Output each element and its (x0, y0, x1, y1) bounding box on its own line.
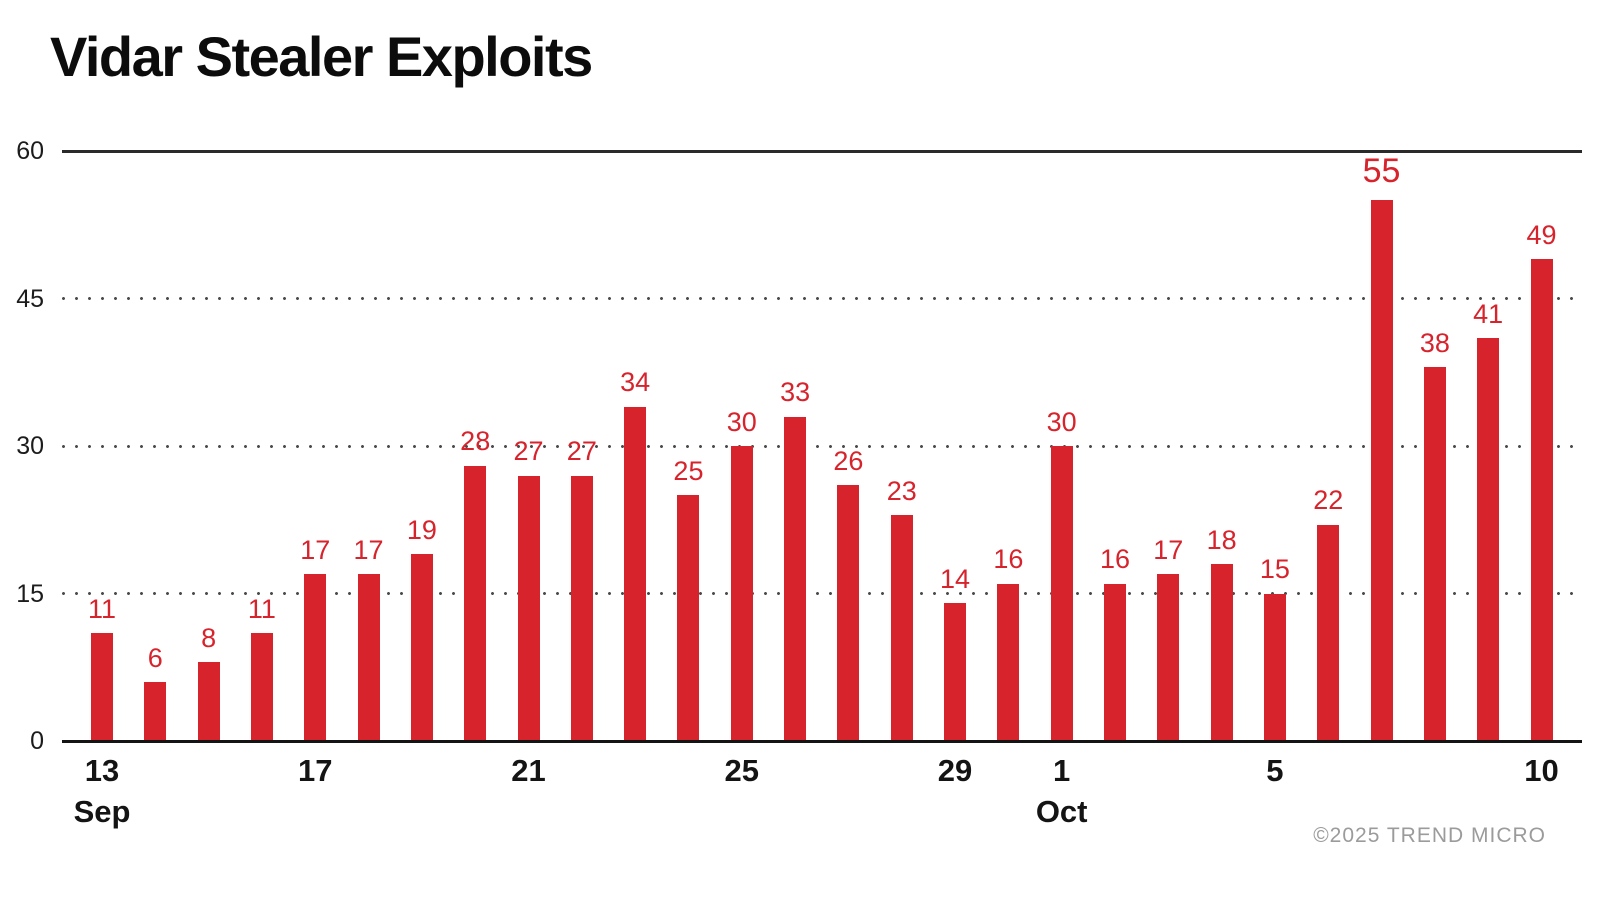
plot-area: 11 6 8 11 17 17 19 28 27 27 34 25 30 33 26 23 14 16 30 16 17… (62, 149, 1582, 829)
y-axis-label-15: 15 (16, 579, 44, 608)
copyright-text: ©2025 TREND MICRO (1313, 824, 1546, 847)
bar-value-oct-4: 18 (1206, 524, 1237, 555)
bar-value-sep-26: 33 (780, 377, 811, 408)
bar-value-sep-24: 25 (673, 455, 704, 486)
bar-sep-19 (410, 554, 433, 741)
bar-sep-21 (517, 475, 540, 741)
bar-sep-24 (677, 495, 700, 741)
bar-value-sep-13: 11 (87, 593, 117, 624)
bar-oct-5 (1263, 593, 1286, 741)
x-axis-month-oct: Oct (1035, 794, 1088, 829)
bar-sep-28 (890, 514, 913, 741)
bar-value-sep-18: 17 (353, 534, 384, 565)
bar-oct-2 (1103, 583, 1126, 741)
bar-value-sep-16: 11 (247, 593, 276, 624)
bar-value-oct-1: 30 (1046, 406, 1077, 437)
bar-value-oct-6: 22 (1313, 485, 1344, 516)
bar-oct-9 (1477, 337, 1500, 741)
bar-sep-16 (250, 632, 273, 741)
bar-oct-7 (1370, 200, 1393, 741)
bar-oct-6 (1317, 524, 1340, 741)
gridline-y-30 (62, 444, 1582, 448)
chart-title: Vidar Stealer Exploits (50, 25, 593, 88)
y-axis-label-0: 0 (30, 727, 44, 755)
bar-value-sep-17: 17 (300, 534, 331, 565)
bar-sep-20 (464, 465, 487, 741)
bar-value-oct-5: 15 (1259, 554, 1290, 585)
bar-sep-22 (570, 475, 593, 741)
bar-sep-26 (784, 416, 807, 741)
bar-oct-3 (1157, 573, 1180, 741)
bar-value-sep-28: 23 (886, 475, 917, 506)
bar-value-sep-22: 27 (566, 436, 597, 467)
bar-sep-25 (730, 446, 753, 741)
y-axis-label-60: 60 (16, 137, 44, 165)
bar-value-oct-8: 38 (1419, 328, 1450, 358)
bar-value-sep-25: 30 (726, 406, 757, 437)
bar-value-sep-27: 26 (833, 446, 864, 476)
x-axis-month-sep: Sep (73, 794, 131, 829)
bar-oct-8 (1423, 367, 1446, 741)
x-axis-label-oct-1: 1 (1053, 753, 1071, 788)
bar-value-sep-21: 27 (513, 436, 544, 467)
bar-value-sep-14: 6 (147, 642, 163, 673)
bar-oct-1 (1050, 446, 1073, 741)
x-axis-label-sep-21: 21 (511, 753, 546, 788)
bar-value-sep-19: 19 (406, 514, 437, 545)
bar-sep-30 (997, 583, 1020, 741)
bar-value-sep-29: 14 (940, 564, 971, 594)
bar-value-sep-15: 8 (201, 623, 217, 653)
bar-value-oct-10: 49 (1526, 219, 1557, 250)
gridline-y-60 (62, 149, 1582, 153)
bar-sep-15 (197, 662, 220, 741)
y-axis-label-45: 45 (16, 284, 44, 313)
bar-sep-14 (144, 682, 167, 741)
gridline-y-15 (62, 592, 1582, 595)
gridline-y-45 (62, 297, 1582, 300)
x-axis-label-sep-13: 13 (84, 753, 120, 788)
x-axis-label-sep-29: 29 (937, 753, 973, 788)
bar-sep-13 (91, 632, 113, 741)
x-axis-label-sep-25: 25 (724, 753, 759, 788)
bar-sep-29 (944, 603, 967, 741)
bar-sep-27 (837, 485, 860, 741)
bar-value-oct-3: 17 (1153, 534, 1184, 565)
bar-oct-4 (1210, 564, 1233, 741)
bar-value-sep-23: 34 (620, 367, 651, 398)
bar-sep-23 (624, 406, 647, 741)
bar-value-oct-9: 41 (1473, 298, 1504, 329)
bar-value-sep-20: 28 (460, 426, 491, 457)
bar-value-sep-30: 16 (993, 544, 1024, 575)
bar-value-oct-2: 16 (1099, 544, 1130, 575)
y-axis-label-30: 30 (16, 432, 44, 460)
gridline-y-0 (62, 739, 1582, 743)
bar-sep-18 (357, 573, 380, 741)
bar-value-oct-7: 55 (1362, 152, 1401, 191)
bar-sep-17 (304, 573, 327, 741)
x-axis-label-sep-17: 17 (298, 753, 333, 788)
x-axis-label-oct-5: 5 (1266, 753, 1284, 788)
x-axis-label-oct-10: 10 (1524, 753, 1559, 788)
bar-oct-10 (1530, 259, 1553, 741)
